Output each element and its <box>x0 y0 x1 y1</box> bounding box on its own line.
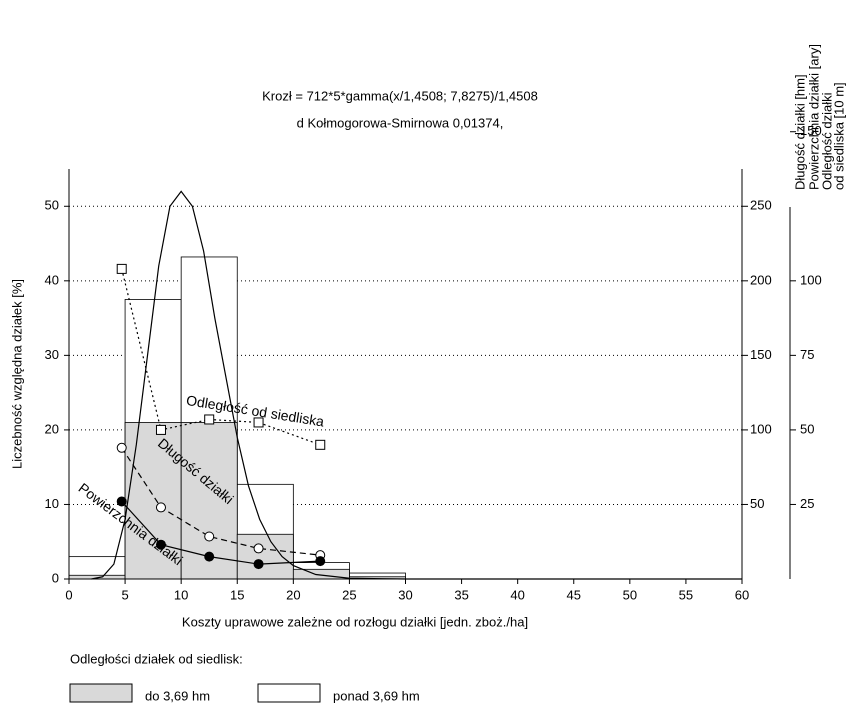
y-axis-label: Liczebność względna działek [%] <box>9 279 24 469</box>
plot-frame <box>68 169 743 580</box>
y3-axis-label: od siedliska [10 m] <box>831 82 846 190</box>
y2-tick-label: 100 <box>750 421 772 436</box>
x-tick-label: 25 <box>342 587 356 602</box>
y2-tick-label: 200 <box>750 272 772 287</box>
y2-tick-label: 250 <box>750 198 772 213</box>
y-tick-label: 10 <box>45 496 59 511</box>
x-tick-label: 40 <box>510 587 524 602</box>
y2-tick-label: 150 <box>750 347 772 362</box>
y3-tick-label: 100 <box>800 272 822 287</box>
y3-tick-label: 75 <box>800 347 814 362</box>
histogram-bar <box>236 533 294 580</box>
y-tick-label: 0 <box>52 570 59 585</box>
marker <box>204 414 215 425</box>
x-tick-label: 5 <box>121 587 128 602</box>
y2-tick-label: 50 <box>750 496 764 511</box>
marker <box>253 559 264 570</box>
y-tick-label: 50 <box>45 198 59 213</box>
y3-tick-label: 50 <box>800 421 814 436</box>
x-tick-label: 10 <box>174 587 188 602</box>
y-tick-label: 40 <box>45 272 59 287</box>
x-tick-label: 55 <box>679 587 693 602</box>
marker <box>315 439 326 450</box>
chart-title: Krozł = 712*5*gamma(x/1,4508; 7,8275)/1,… <box>262 88 538 103</box>
x-tick-label: 15 <box>230 587 244 602</box>
fit-curve <box>91 190 742 580</box>
y3-tick-label: 25 <box>800 496 814 511</box>
x-tick-label: 30 <box>398 587 412 602</box>
marker <box>315 556 326 567</box>
marker <box>155 539 166 550</box>
legend-label: ponad 3,69 hm <box>333 688 420 703</box>
legend-title: Odległości działek od siedlisk: <box>70 651 243 666</box>
marker <box>253 417 264 428</box>
y-tick-label: 30 <box>45 347 59 362</box>
marker <box>204 551 215 562</box>
y3-tick-label: 150 <box>800 123 822 138</box>
x-tick-label: 0 <box>65 587 72 602</box>
marker <box>155 424 166 435</box>
marker <box>116 496 127 507</box>
y3-axis-label: Odległość działki <box>819 92 834 190</box>
x-tick-label: 50 <box>623 587 637 602</box>
x-tick-label: 45 <box>567 587 581 602</box>
marker <box>116 263 127 274</box>
legend-label: do 3,69 hm <box>145 688 210 703</box>
legend-swatch <box>69 683 133 703</box>
y-tick-label: 20 <box>45 421 59 436</box>
chart-subtitle: d Kołmogorowa-Smirnowa 0,01374, <box>297 115 504 130</box>
marker <box>155 502 166 513</box>
x-tick-label: 60 <box>735 587 749 602</box>
y3-axis-label: Powierzchnia działki [ary] <box>806 44 821 190</box>
histogram-bar <box>124 422 182 580</box>
marker <box>253 543 264 554</box>
y2-axis-label: Długość działki [hm] <box>792 74 807 190</box>
x-axis-label: Koszty uprawowe zależne od rozłogu dział… <box>182 614 528 629</box>
marker <box>204 531 215 542</box>
x-tick-label: 20 <box>286 587 300 602</box>
marker <box>116 442 127 453</box>
x-tick-label: 35 <box>454 587 468 602</box>
legend-swatch <box>257 683 321 703</box>
